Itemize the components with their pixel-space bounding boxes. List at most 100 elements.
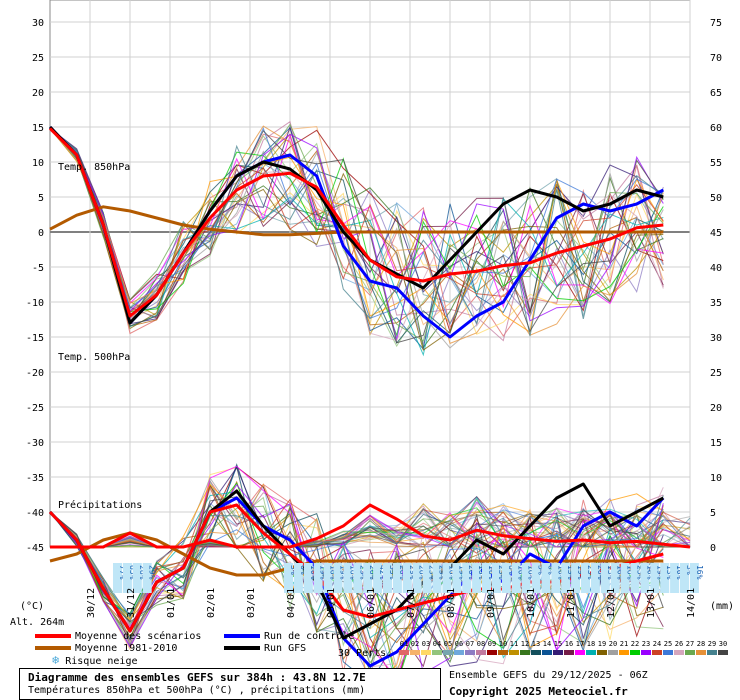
- x-tick-label: 14/01: [686, 588, 697, 618]
- pert-label: 10: [498, 640, 508, 648]
- snow-risk-late-cell: [482, 563, 491, 593]
- pert-label: 23: [641, 640, 651, 648]
- snow-risk-late-value: 3%: [289, 565, 298, 575]
- legend-mean-swatch: [35, 634, 71, 638]
- altitude-label: Alt. 264m: [10, 617, 64, 628]
- pert-label: 24: [652, 640, 662, 648]
- snow-risk-late-cell: [600, 563, 610, 593]
- pert-label: 18: [586, 640, 596, 648]
- pert-swatch: [421, 650, 431, 655]
- pert-06: 06: [454, 640, 464, 655]
- snow-risk-late-cell: [323, 563, 333, 593]
- left-unit-label: (°C): [20, 601, 44, 612]
- pert-swatch: [443, 650, 453, 655]
- left-tick-label: 25: [32, 53, 44, 64]
- snow-risk-late-value: 19%: [457, 565, 466, 580]
- legend-perts-label: 30 Perts.: [338, 648, 393, 659]
- right-tick-label: 25: [710, 368, 722, 379]
- pert-swatch: [608, 650, 618, 655]
- member-850-line: [49, 128, 664, 319]
- pert-swatch: [454, 650, 464, 655]
- pert-label: 04: [432, 640, 442, 648]
- pert-swatch: [674, 650, 684, 655]
- snow-risk-late-value: 16%: [626, 565, 635, 580]
- snow-risk-late-cell: [561, 563, 571, 593]
- snow-risk-late-value: 13%: [665, 565, 674, 580]
- snow-risk-early-cell: [142, 563, 152, 593]
- snow-risk-late-value: 26%: [596, 565, 605, 580]
- pert-label: 06: [454, 640, 464, 648]
- snow-risk-late-value: 6%: [546, 565, 555, 575]
- t500-mean-line: [48, 503, 664, 633]
- right-tick-label: 10: [710, 473, 722, 484]
- footer-title: Diagramme des ensembles GEFS sur 384h : …: [28, 671, 366, 684]
- snow-risk-late-cell: [392, 563, 402, 593]
- snow-risk-late-value: 10%: [616, 565, 625, 580]
- snow-risk-late-cell: [422, 563, 432, 593]
- pert-19: 19: [597, 640, 607, 655]
- member-500-line: [49, 483, 664, 677]
- left-tick-label: -10: [26, 298, 44, 309]
- right-tick-label: 15: [710, 438, 722, 449]
- pert-label: 14: [542, 640, 552, 648]
- legend-mean-label: Moyenne des scénarios: [75, 631, 202, 642]
- snow-risk-late-cell: [472, 563, 482, 593]
- snow-risk-late-cell: [689, 563, 699, 593]
- left-tick-label: 10: [32, 158, 44, 169]
- snow-risk-late-value: 16%: [477, 565, 486, 580]
- left-tick-label: -35: [26, 473, 44, 484]
- member-850-line: [49, 128, 664, 309]
- snow-risk-late-cell: [590, 563, 600, 593]
- footer-subtitle: Températures 850hPa et 500hPa (°C) , pré…: [28, 685, 366, 696]
- snow-risk-late-cell: [373, 563, 383, 593]
- pert-label: 15: [553, 640, 563, 648]
- x-tick-label: 08/01: [446, 588, 457, 618]
- x-tick-label: 09/01: [486, 588, 497, 618]
- snow-risk-late-cell: [491, 563, 501, 593]
- right-tick-label: 65: [710, 88, 722, 99]
- member-850-line: [49, 123, 664, 342]
- snowflake-icon: ❄: [52, 653, 60, 667]
- legend-perturbations: 01 02 03 04 05 06 07 08 09 10 11 12 13 14 15 16 17 18 19 20…: [399, 640, 734, 660]
- right-tick-label: 70: [710, 53, 722, 64]
- legend-climo: Moyenne 1981-2010: [35, 643, 177, 655]
- right-tick-label: 40: [710, 263, 722, 274]
- pert-swatch: [652, 650, 662, 655]
- snow-risk-late-cell: [284, 563, 293, 593]
- snow-risk-late-value: 16%: [447, 565, 456, 580]
- snow-risk-late-value: 42%: [378, 565, 387, 580]
- x-tick-label: 11/01: [566, 588, 577, 618]
- pert-11: 11: [509, 640, 519, 655]
- pert-label: 17: [575, 640, 585, 648]
- x-tick-label: 13/01: [646, 588, 657, 618]
- snow-risk-late-cell: [343, 563, 353, 593]
- pert-label: 07: [465, 640, 475, 648]
- right-tick-label: 30: [710, 333, 722, 344]
- snow-risk-late-value: 23%: [428, 565, 437, 580]
- snow-risk-late-value: 3%: [685, 565, 694, 575]
- left-tick-label: -30: [26, 438, 44, 449]
- pert-label: 11: [509, 640, 519, 648]
- member-850-line: [49, 128, 664, 357]
- snow-risk-late-value: 10%: [675, 565, 684, 580]
- x-tick-label: 02/01: [206, 588, 217, 618]
- member-500-line: [49, 495, 664, 651]
- pert-swatch: [509, 650, 519, 655]
- snow-risk-late-cell: [442, 563, 452, 593]
- legend-gfs-swatch: [224, 646, 260, 650]
- left-tick-label: 5: [38, 193, 44, 204]
- footer-run: Ensemble GEFS du 29/12/2025 - 06Z: [449, 670, 648, 681]
- snow-risk-late-cell: [541, 563, 551, 593]
- snow-risk-late-value: 10%: [645, 565, 654, 580]
- snow-risk-late-value: 23%: [497, 565, 506, 580]
- x-tick-label: 10/01: [526, 588, 537, 618]
- left-tick-label: 0: [38, 228, 44, 239]
- pert-10: 10: [498, 640, 508, 655]
- snow-risk-early-cell: [132, 563, 142, 593]
- snow-risk-late-cell: [620, 563, 630, 593]
- x-tick-label: 03/01: [246, 588, 257, 618]
- right-tick-label: 50: [710, 193, 722, 204]
- pert-label: 26: [674, 640, 684, 648]
- member-850-line: [49, 126, 664, 326]
- pert-03: 03: [421, 640, 431, 655]
